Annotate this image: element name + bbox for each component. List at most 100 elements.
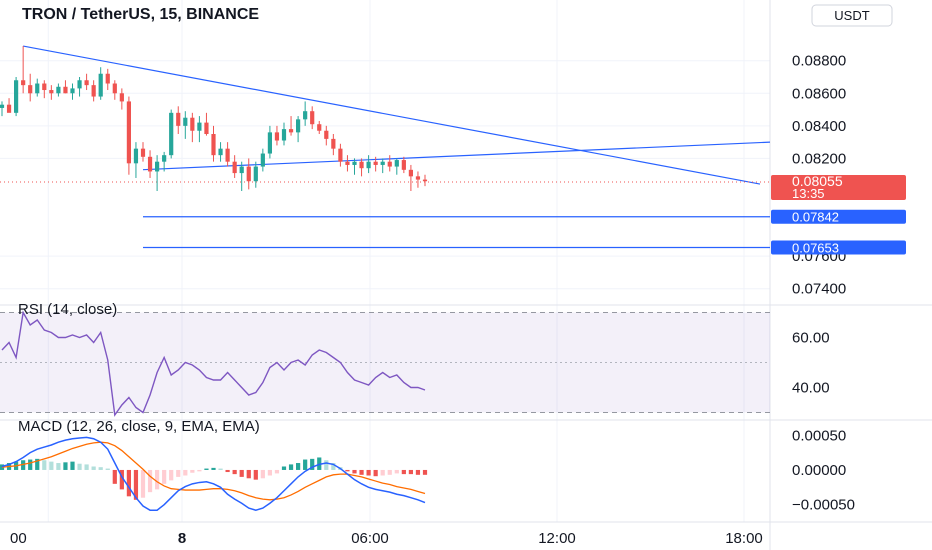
ascending-trendline[interactable] <box>142 141 771 171</box>
currency-button[interactable]: USDT <box>811 4 893 27</box>
candle-body <box>331 138 336 149</box>
price-level-tag[interactable] <box>771 240 906 255</box>
candle-body <box>345 161 350 165</box>
macd-histogram-bar <box>232 469 237 475</box>
time-tick-label: 06:00 <box>351 530 389 547</box>
macd-histogram-bar <box>387 469 392 475</box>
candle-body <box>98 73 103 97</box>
macd-histogram-bar <box>352 469 357 474</box>
candle-body <box>296 119 301 133</box>
macd-signal-line <box>1 441 426 501</box>
macd-histogram-bar <box>324 460 329 470</box>
macd-histogram-bar <box>345 469 350 472</box>
candle-body <box>218 148 223 156</box>
price-tick-label: 0.08600 <box>792 85 846 102</box>
candle-body <box>0 104 5 108</box>
rsi-band <box>0 312 770 413</box>
macd-tick-label: 0.00000 <box>792 462 846 479</box>
candle-body <box>338 148 343 162</box>
macd-series <box>0 436 428 511</box>
macd-tick-label: −0.00050 <box>792 497 855 514</box>
candle-body <box>49 90 54 94</box>
time-tick-label: 00 <box>10 530 27 547</box>
candle-body <box>317 124 322 131</box>
price-tick-label: 0.08800 <box>792 53 846 70</box>
candle-body <box>260 153 265 167</box>
candle-body <box>408 169 413 177</box>
chart-title: TRON / TetherUS, 15, BINANCE <box>22 6 259 23</box>
macd-line <box>1 436 426 511</box>
candle-body <box>42 83 47 91</box>
candle-body <box>28 85 33 94</box>
macd-histogram-bar <box>253 469 258 480</box>
macd-histogram-bar <box>211 467 216 470</box>
candle-body <box>56 86 61 94</box>
candle-body <box>253 166 258 182</box>
macd-histogram-bar <box>147 469 153 493</box>
macd-histogram-bar <box>401 469 406 475</box>
candle-body <box>6 104 12 113</box>
candle-body <box>415 176 421 180</box>
rsi-title: RSI (14, close) <box>18 301 117 318</box>
macd-title: MACD (12, 26, close, 9, EMA, EMA) <box>18 418 260 435</box>
macd-histogram-bar <box>373 469 378 477</box>
macd-histogram-bar <box>394 469 399 474</box>
candle-body <box>352 161 357 165</box>
candle-body <box>77 80 82 89</box>
macd-histogram-bar <box>35 458 40 470</box>
macd-histogram-bar <box>267 469 272 476</box>
candle-body <box>246 166 251 182</box>
macd-histogram-bar <box>239 469 244 477</box>
macd-histogram-bar <box>197 469 202 472</box>
candle-body <box>126 101 131 164</box>
candle-body <box>190 117 195 131</box>
macd-histogram-bar <box>380 469 385 476</box>
macd-histogram-bar <box>162 469 167 484</box>
current-price-tag[interactable] <box>771 175 906 201</box>
rsi-series <box>1 310 426 417</box>
macd-histogram-bar <box>183 469 188 476</box>
candle-body <box>366 161 371 169</box>
macd-histogram-bar <box>70 461 75 470</box>
macd-histogram-bar <box>260 469 265 479</box>
candle-body <box>183 117 188 126</box>
candle-body <box>155 161 160 172</box>
candle-body <box>232 161 237 174</box>
time-axis[interactable]: 00 8 06:00 12:00 18:00 <box>10 530 763 547</box>
macd-histogram-bar <box>296 463 301 470</box>
macd-histogram-bar <box>310 458 315 470</box>
candle-body <box>324 130 329 139</box>
descending-trendline[interactable] <box>23 45 761 185</box>
time-tick-label: 18:00 <box>725 530 763 547</box>
macd-histogram-bar <box>63 462 68 470</box>
macd-histogram-bar <box>408 469 413 475</box>
macd-histogram-bar <box>49 461 54 470</box>
macd-histogram-bar <box>288 464 294 470</box>
price-axis[interactable]: 0.088000.086000.084000.082000.076000.074… <box>771 53 906 514</box>
candle-body <box>35 83 40 94</box>
macd-histogram-bar <box>274 469 280 474</box>
candle-body <box>401 160 406 170</box>
candle-body <box>211 134 216 156</box>
price-level-tag[interactable] <box>771 209 906 224</box>
candle-body <box>162 155 167 162</box>
macd-histogram-bar <box>422 469 428 475</box>
macd-histogram-bar <box>169 469 174 481</box>
macd-histogram-bar <box>119 469 124 490</box>
macd-histogram-bar <box>218 468 223 470</box>
candle-body <box>380 161 385 165</box>
candle-body <box>119 93 124 102</box>
candle-body <box>91 85 96 97</box>
candle-body <box>133 148 139 164</box>
candle-body <box>394 160 399 167</box>
candlestick-series <box>0 46 428 191</box>
candle-body <box>70 88 75 94</box>
trendlines[interactable] <box>0 45 771 249</box>
candle-body <box>63 86 68 94</box>
candle-body <box>147 156 153 172</box>
candle-body <box>169 112 174 156</box>
macd-histogram-bar <box>105 468 110 470</box>
macd-histogram-bar <box>155 469 160 490</box>
